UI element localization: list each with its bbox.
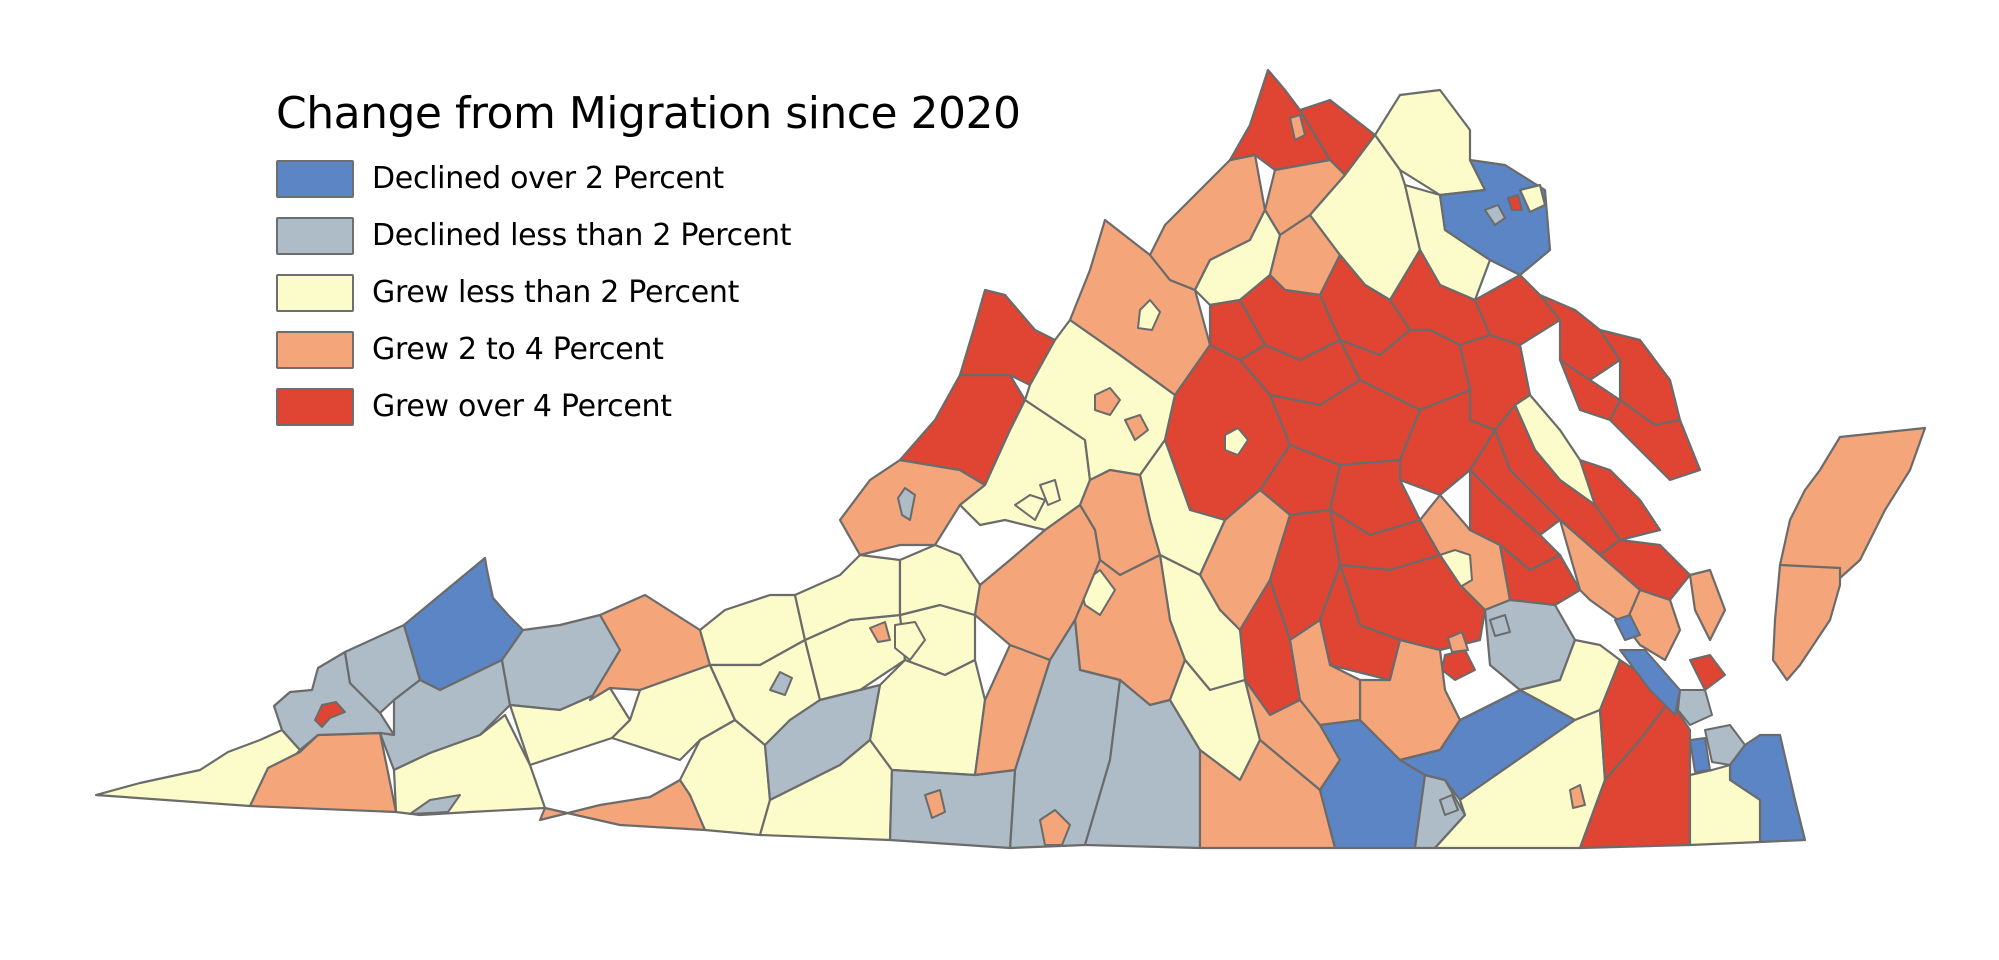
legend-swatch	[276, 216, 354, 255]
legend-label: Declined over 2 Percent	[372, 161, 724, 196]
legend-item-grew-over-4: Grew over 4 Percent	[276, 378, 1021, 435]
county-henry	[888, 768, 1017, 850]
legend-title: Change from Migration since 2020	[276, 88, 1021, 139]
county-washington	[392, 713, 547, 817]
counties-layer	[94, 68, 1927, 850]
legend-item-declined-over-2: Declined over 2 Percent	[276, 150, 1021, 207]
city-waynesboro	[1124, 414, 1149, 441]
city-fairfax	[1484, 204, 1506, 226]
legend-label: Grew 2 to 4 Percent	[372, 332, 664, 367]
city-colonial-heights	[1447, 631, 1469, 653]
legend-label: Declined less than 2 Percent	[372, 218, 792, 253]
county-lancaster	[1608, 398, 1702, 482]
county-middlesex	[1578, 458, 1662, 542]
legend-label: Grew less than 2 Percent	[372, 275, 740, 310]
county-suffolk	[1578, 698, 1692, 850]
city-chesapeake	[1688, 763, 1762, 847]
county-franklin-east	[973, 643, 1052, 777]
city-hopewell	[1489, 614, 1511, 637]
city-poquoson	[1689, 654, 1726, 691]
legend-label: Grew over 4 Percent	[372, 389, 672, 424]
city-petersburg	[1441, 649, 1476, 681]
county-arlington	[1518, 183, 1547, 214]
legend-swatch	[276, 273, 354, 312]
city-charlottesville	[1224, 427, 1249, 456]
city-radford	[769, 671, 793, 696]
legend-swatch	[276, 330, 354, 369]
county-grayson	[538, 778, 707, 832]
legend-item-declined-lt-2: Declined less than 2 Percent	[276, 207, 1021, 264]
city-williamsburg	[1614, 614, 1641, 641]
legend-item-grew-lt-2: Grew less than 2 Percent	[276, 264, 1021, 321]
city-covington	[897, 487, 916, 521]
city-winchester	[1289, 114, 1306, 141]
city-bristol	[409, 794, 461, 815]
city-roanoke	[894, 621, 926, 661]
legend-swatch	[276, 159, 354, 198]
county-accomack	[1778, 426, 1927, 580]
legend-swatch	[276, 387, 354, 426]
legend-item-grew-2-4: Grew 2 to 4 Percent	[276, 321, 1021, 378]
county-highland	[958, 288, 1057, 387]
county-northampton	[1771, 563, 1842, 682]
city-danville	[1039, 809, 1071, 846]
city-salem	[869, 621, 891, 643]
city-falls-church	[1507, 194, 1523, 211]
city-harrisonburg	[1137, 299, 1161, 331]
county-botetourt	[898, 543, 982, 617]
city-norton	[314, 701, 346, 728]
city-franklin	[1569, 784, 1586, 809]
county-westmoreland	[1538, 293, 1622, 382]
city-newport-news	[1619, 649, 1681, 716]
city-hampton	[1677, 689, 1713, 726]
city-staunton	[1094, 387, 1121, 416]
city-emporia	[1439, 794, 1459, 816]
county-mathews	[1688, 568, 1727, 642]
map-legend: Change from Migration since 2020 Decline…	[276, 88, 1021, 435]
county-franklin	[868, 658, 987, 777]
city-buena-vista	[1039, 479, 1061, 506]
city-martinsville	[924, 789, 946, 819]
